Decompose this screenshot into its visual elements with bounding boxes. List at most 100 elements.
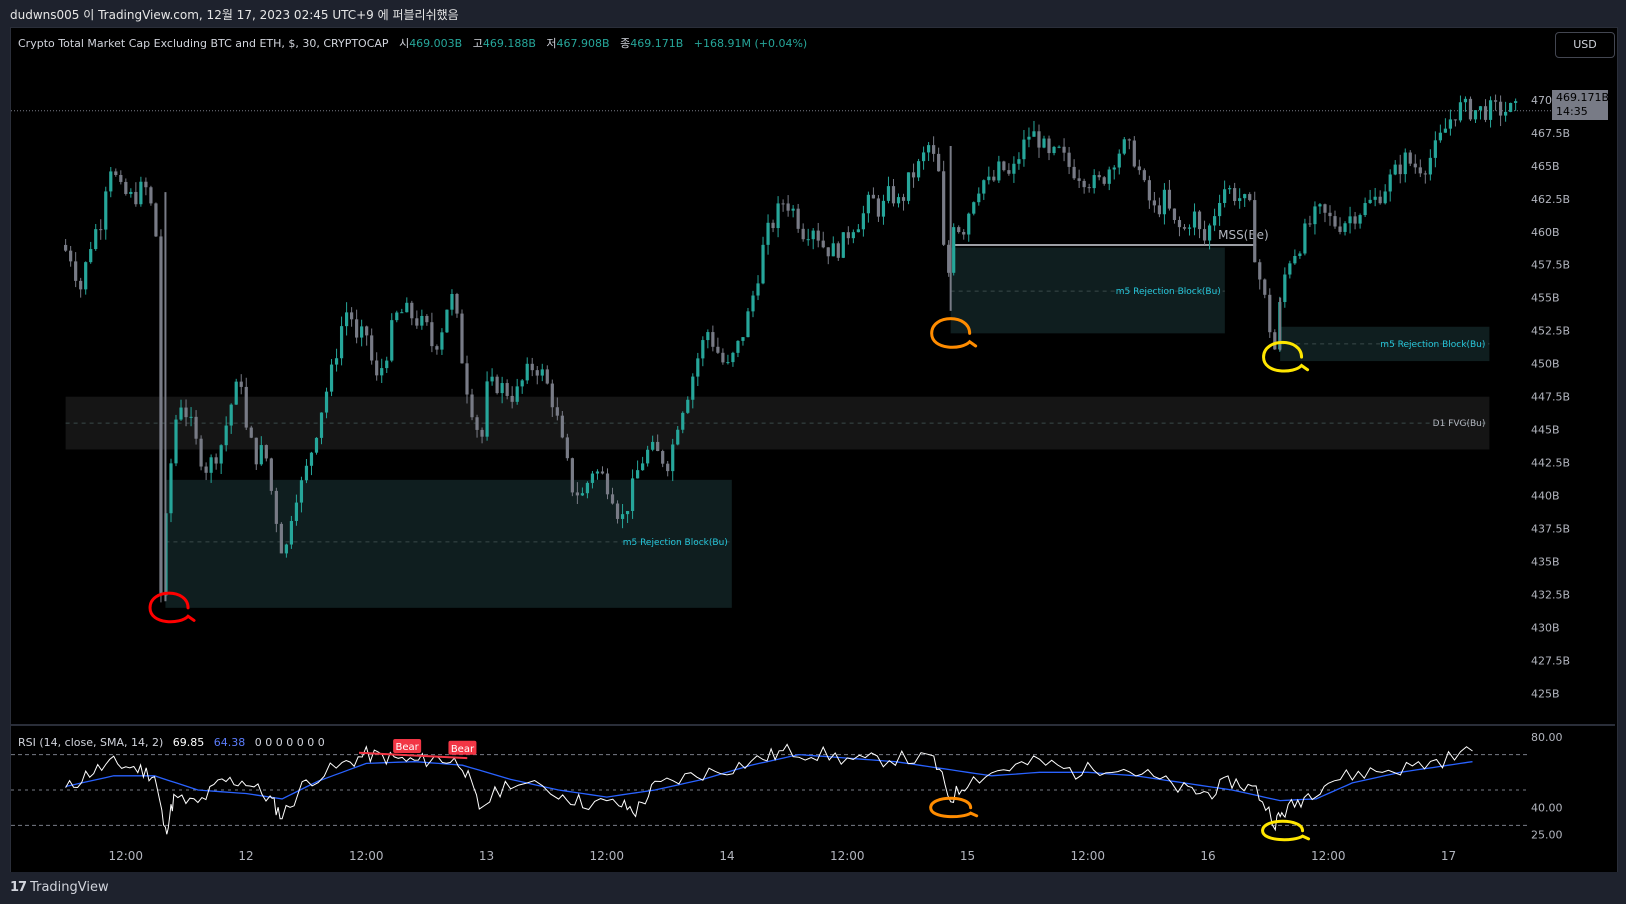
candle-body-57 bbox=[350, 312, 354, 320]
candle-body-289 bbox=[1514, 101, 1518, 103]
candle-body-203 bbox=[1082, 180, 1086, 188]
candle-body-129 bbox=[711, 332, 715, 347]
currency-button[interactable]: USD bbox=[1555, 32, 1615, 58]
candle-body-100 bbox=[565, 437, 569, 459]
rsi-tick-label-0: 80.00 bbox=[1531, 731, 1563, 744]
candle-body-110 bbox=[615, 503, 620, 519]
candle-body-232 bbox=[1228, 188, 1232, 190]
candle-body-60 bbox=[365, 326, 369, 336]
candle-body-260 bbox=[1368, 199, 1372, 204]
candle-body-67 bbox=[400, 312, 404, 314]
candle-body-275 bbox=[1443, 128, 1447, 133]
bear-label-box-0 bbox=[393, 739, 422, 754]
chart-frame[interactable] bbox=[10, 27, 1618, 873]
y-tick-label-16: 430B bbox=[1531, 622, 1560, 635]
candle-body-115 bbox=[641, 463, 645, 471]
candle-body-112 bbox=[625, 511, 630, 515]
candle-body-25 bbox=[189, 416, 193, 418]
candle-body-187 bbox=[1002, 161, 1006, 171]
candle-body-216 bbox=[1147, 180, 1151, 201]
candle-body-197 bbox=[1052, 146, 1056, 154]
candle-body-231 bbox=[1223, 189, 1227, 203]
rsi-label[interactable]: RSI (14, close, SMA, 14, 2) bbox=[18, 736, 164, 749]
candle-body-98 bbox=[555, 407, 559, 416]
candle-body-87 bbox=[500, 383, 504, 394]
window-title: dudwns005 이 TradingView.com, 12월 17, 202… bbox=[10, 8, 459, 22]
candle-body-21 bbox=[169, 463, 173, 514]
candle-body-175 bbox=[942, 171, 946, 245]
candle-body-43 bbox=[279, 523, 283, 554]
candle-body-32 bbox=[224, 425, 228, 446]
candle-body-120 bbox=[666, 463, 670, 472]
candle-body-36 bbox=[244, 386, 248, 428]
candle-body-164 bbox=[886, 186, 891, 201]
candles-group bbox=[64, 94, 1518, 603]
candle-body-1 bbox=[69, 250, 73, 262]
candle-body-143 bbox=[781, 203, 785, 205]
candle-body-114 bbox=[636, 470, 640, 479]
candle-body-92 bbox=[525, 363, 529, 381]
candle-body-39 bbox=[259, 445, 263, 465]
candle-body-96 bbox=[545, 369, 549, 384]
candle-body-125 bbox=[691, 376, 695, 400]
x-tick-label-5: 14 bbox=[719, 849, 734, 863]
candle-body-83 bbox=[480, 429, 484, 437]
candle-body-183 bbox=[982, 180, 986, 194]
candle-body-16 bbox=[144, 181, 148, 188]
bear-label-box-1 bbox=[448, 740, 477, 755]
candle-body-13 bbox=[129, 191, 133, 194]
candle-body-104 bbox=[585, 482, 590, 494]
change-value: +168.91M (+0.04%) bbox=[693, 37, 808, 50]
candle-body-243 bbox=[1283, 274, 1287, 303]
annotation-circle-orange-3 bbox=[929, 796, 979, 819]
x-tick-label-4: 12:00 bbox=[589, 849, 624, 863]
low-value: 467.908B bbox=[556, 37, 610, 50]
candle-body-77 bbox=[450, 293, 454, 310]
candle-body-276 bbox=[1448, 119, 1453, 129]
candle-body-44 bbox=[284, 544, 288, 554]
candle-body-263 bbox=[1383, 191, 1387, 204]
candle-body-228 bbox=[1207, 225, 1212, 241]
candle-body-229 bbox=[1212, 216, 1217, 226]
candle-body-269 bbox=[1413, 163, 1417, 168]
window-title-bar: dudwns005 이 TradingView.com, 12월 17, 202… bbox=[0, 0, 1626, 28]
x-tick-label-7: 15 bbox=[960, 849, 975, 863]
candle-body-281 bbox=[1473, 110, 1478, 120]
candle-body-202 bbox=[1077, 178, 1081, 181]
candle-body-65 bbox=[390, 320, 394, 361]
candle-body-165 bbox=[891, 186, 896, 204]
y-tick-label-18: 425B bbox=[1531, 688, 1560, 701]
candle-body-179 bbox=[962, 232, 966, 235]
candle-body-147 bbox=[801, 228, 805, 240]
y-tick-label-3: 462.5B bbox=[1531, 193, 1570, 206]
candle-body-262 bbox=[1378, 196, 1382, 204]
candle-body-224 bbox=[1187, 227, 1192, 229]
x-tick-label-10: 12:00 bbox=[1311, 849, 1346, 863]
candle-body-81 bbox=[470, 394, 474, 418]
candle-body-184 bbox=[987, 176, 991, 181]
candle-body-256 bbox=[1348, 216, 1352, 224]
tradingview-logo[interactable]: 17 TradingView bbox=[10, 880, 109, 895]
candle-body-75 bbox=[440, 332, 444, 350]
candle-body-79 bbox=[460, 313, 464, 364]
candle-body-234 bbox=[1238, 198, 1242, 202]
candle-body-186 bbox=[997, 161, 1001, 181]
candle-body-109 bbox=[610, 494, 615, 504]
annotation-circle-yellow-4 bbox=[1261, 819, 1311, 842]
candle-body-220 bbox=[1167, 189, 1172, 209]
open-value: 469.003B bbox=[409, 37, 463, 50]
candle-body-212 bbox=[1127, 139, 1131, 141]
candle-body-155 bbox=[841, 232, 845, 258]
candle-body-204 bbox=[1087, 187, 1091, 189]
candle-body-121 bbox=[671, 444, 675, 472]
candle-body-90 bbox=[515, 386, 519, 402]
candle-body-223 bbox=[1182, 227, 1187, 229]
candle-body-144 bbox=[786, 203, 790, 211]
symbol-name[interactable]: Crypto Total Market Cap Excluding BTC an… bbox=[18, 37, 389, 50]
candle-body-142 bbox=[776, 203, 780, 229]
candle-body-278 bbox=[1458, 102, 1463, 121]
high-label: 고 bbox=[472, 37, 483, 50]
candle-body-254 bbox=[1338, 226, 1342, 232]
candle-body-91 bbox=[520, 380, 524, 387]
